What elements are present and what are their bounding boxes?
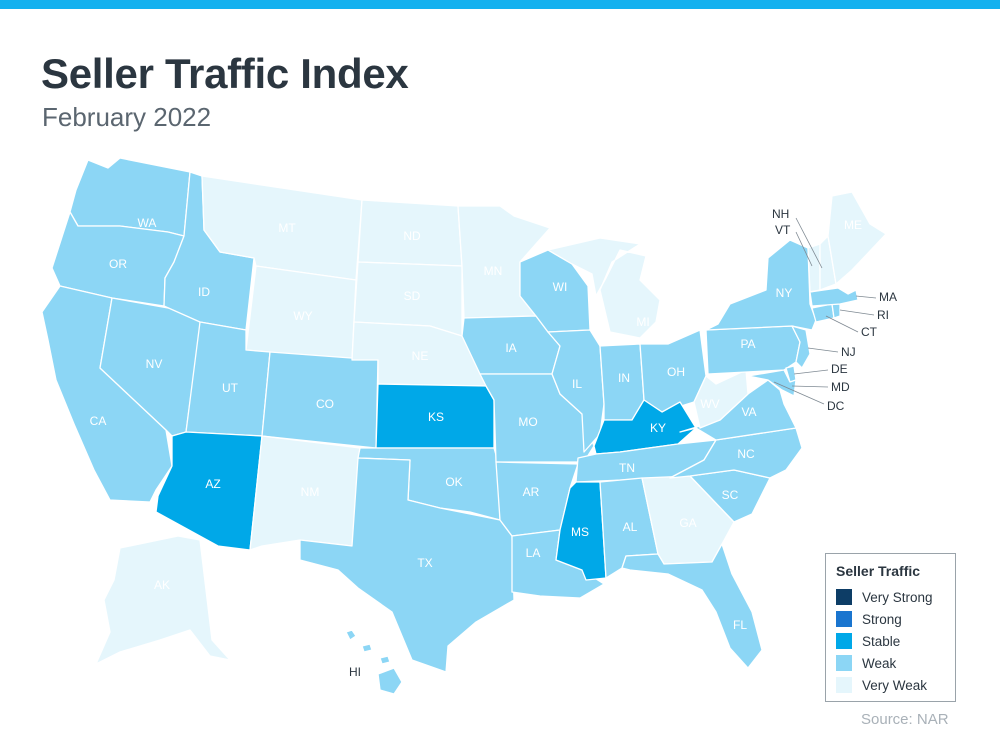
label-in: IN [618,371,630,385]
label-mi: MI [636,315,649,329]
label-tn: TN [619,461,635,475]
callout-hi: HI [349,665,361,679]
label-va: VA [741,405,756,419]
legend-label: Strong [862,611,902,627]
callout-nj: NJ [841,345,856,359]
label-wy: WY [293,309,312,323]
label-mo: MO [518,415,537,429]
state-fl [621,543,763,669]
state-wv [693,369,749,429]
callout-de: DE [831,362,848,376]
legend-item-weak: Weak [836,654,896,672]
label-az: AZ [205,477,220,491]
callout-ma: MA [879,290,897,304]
legend-swatch [836,611,852,627]
callout-dc: DC [827,399,845,413]
callout-vt: VT [775,223,791,237]
label-mt: MT [278,221,296,235]
callout-ri: RI [877,308,889,322]
legend-label: Very Weak [862,677,928,693]
label-wv: WV [700,397,719,411]
label-ut: UT [222,381,239,395]
state-hi [345,629,403,695]
state-ri [831,303,841,319]
label-nv: NV [146,357,163,371]
label-ok: OK [445,475,462,489]
legend-label: Weak [862,655,897,671]
label-ms: MS [571,525,589,539]
page-title: Seller Traffic Index [41,50,409,97]
legend-swatch [836,677,852,693]
label-ca: CA [90,414,107,428]
top-accent-bar [0,0,1000,9]
label-mn: MN [484,264,503,278]
legend-swatch [836,589,852,605]
label-fl: FL [733,618,747,632]
state-ma [809,287,859,307]
label-wa: WA [138,216,157,230]
legend-item-strong: Strong [836,610,902,628]
callout-md: MD [831,380,850,394]
state-ct [811,303,835,323]
legend-swatch [836,655,852,671]
label-ak: AK [154,578,170,592]
legend-item-very-strong: Very Strong [836,588,933,606]
state-az [155,431,263,551]
legend-item-stable: Stable [836,632,900,650]
state-me [827,191,887,285]
label-nm: NM [301,485,320,499]
state-ks [375,383,495,449]
label-nc: NC [737,447,755,461]
label-ar: AR [523,485,540,499]
label-id: ID [198,285,210,299]
label-ny: NY [776,286,793,300]
label-ne: NE [412,349,429,363]
label-ga: GA [679,516,696,530]
label-ks: KS [428,410,444,424]
label-oh: OH [667,365,685,379]
label-il: IL [572,377,582,391]
state-wa [69,157,191,237]
state-il [547,329,605,453]
label-or: OR [109,257,127,271]
source-note: Source: NAR [861,711,949,728]
callout-nh: NH [772,207,789,221]
page-subtitle: February 2022 [42,102,212,132]
label-wi: WI [553,280,568,294]
legend-title: Seller Traffic [836,563,921,579]
label-pa: PA [740,337,755,351]
label-la: LA [526,546,541,560]
label-tx: TX [417,556,432,570]
legend-label: Very Strong [862,589,933,605]
legend: Seller Traffic Very Strong Strong Stable… [825,553,956,702]
label-ia: IA [505,341,516,355]
label-sc: SC [722,488,739,502]
state-ak [95,535,231,665]
label-sd: SD [404,289,421,303]
legend-swatch [836,633,852,649]
state-id [163,171,255,331]
label-co: CO [316,397,334,411]
state-vt [807,243,821,293]
legend-item-very-weak: Very Weak [836,676,927,694]
callout-ct: CT [861,325,878,339]
label-al: AL [623,520,638,534]
label-me: ME [844,218,862,232]
state-tx [299,457,515,673]
state-nj [791,325,811,369]
label-nd: ND [403,229,421,243]
state-mi [547,237,661,339]
state-ny [705,239,817,331]
legend-label: Stable [862,633,901,649]
state-md [747,369,797,397]
label-ky: KY [650,421,666,435]
state-ms [555,481,607,581]
